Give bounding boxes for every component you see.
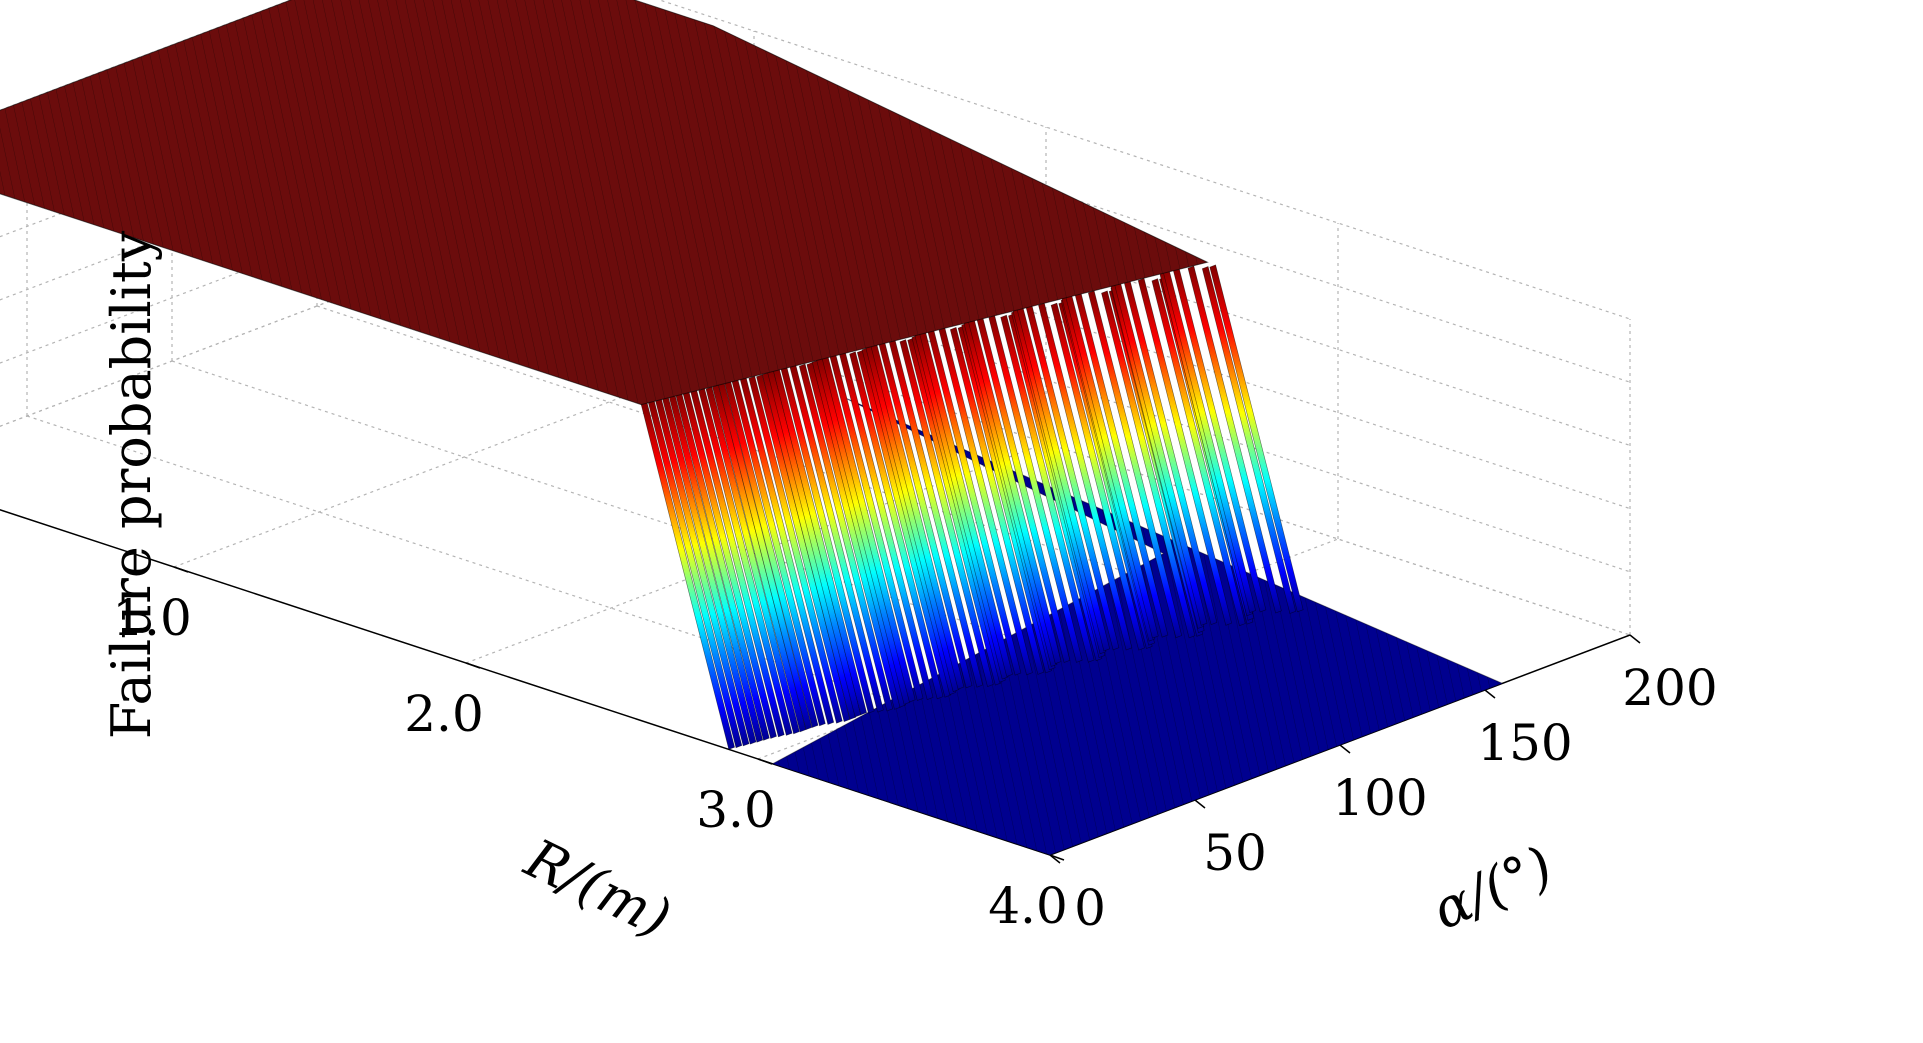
- surface-transition-strip: [1201, 266, 1297, 614]
- y-tick-mark: [1194, 799, 1206, 809]
- x-tick-mark: [757, 758, 773, 765]
- surface-transition-strip: [798, 363, 894, 712]
- surface-transition-strip: [949, 327, 1045, 675]
- surface-plateau-mesh: [0, 0, 1208, 405]
- y-tick-label: 0: [1074, 879, 1106, 937]
- y-tick-label: 100: [1332, 769, 1427, 827]
- surface-transition-strip: [899, 339, 994, 687]
- axes-layer: 1.02.03.04.005010015020000.40.8: [0, 509, 1718, 937]
- y-axis-label: α/(°): [1423, 834, 1562, 942]
- wall-grid-line: [0, 187, 463, 364]
- y-tick-label: 50: [1203, 824, 1267, 882]
- x-tick-label: 2.0: [404, 685, 484, 743]
- surface-transition-strip: [1151, 278, 1246, 627]
- y-tick-mark: [1629, 634, 1641, 644]
- z-axis-label: Failure probability: [100, 230, 163, 739]
- surface-transition-strip: [856, 349, 952, 698]
- surface-transition-strip: [1101, 290, 1196, 639]
- surface-layer: [0, 0, 1504, 856]
- y-tick-mark: [1339, 744, 1351, 754]
- x-tick-mark: [1049, 854, 1065, 861]
- x-tick-label: 3.0: [696, 781, 776, 839]
- wall-grid-line: [657, 0, 1631, 320]
- y-tick-label: 150: [1477, 714, 1572, 772]
- surface-transition-strip: [1209, 264, 1304, 613]
- x-tick-mark: [173, 566, 189, 573]
- surface-transition-strip: [1050, 302, 1145, 651]
- surface-transition-strip: [849, 351, 944, 700]
- x-tick-label: 4.0: [988, 877, 1068, 935]
- y-tick-label: 200: [1622, 659, 1717, 717]
- x-tick-label: 1.0: [112, 589, 192, 647]
- floor-grid-line: [173, 346, 755, 568]
- x-tick-mark: [465, 662, 481, 669]
- wall-grid-line: [0, 250, 463, 427]
- y-tick-mark: [1049, 854, 1061, 864]
- y-tick-mark: [1484, 689, 1496, 699]
- surface-transition-strip: [1000, 314, 1095, 663]
- x-axis-label: R/(m): [515, 826, 680, 950]
- surface-transition-strip: [1187, 265, 1282, 614]
- surface-transition-strip: [907, 337, 1002, 686]
